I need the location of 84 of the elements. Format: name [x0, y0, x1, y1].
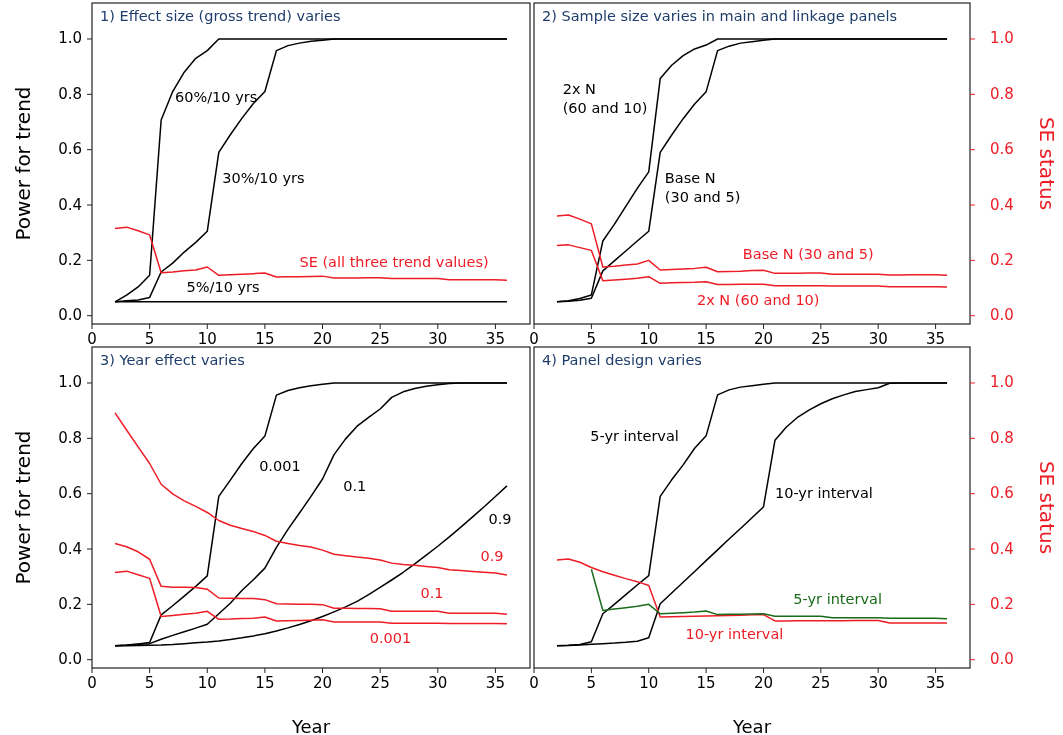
x-tick-label: 0 [529, 330, 539, 348]
series-label: 5%/10 yrs [186, 279, 260, 296]
y-tick-label: 0.4 [58, 195, 82, 214]
y-tick-label: 1.0 [58, 373, 82, 392]
y-axis-title: Power for trend [11, 430, 35, 585]
series-label: 5-yr interval [590, 427, 679, 444]
x-tick-label: 25 [811, 330, 831, 348]
series-label: 10-yr interval [774, 484, 873, 501]
series-label: 0.001 [369, 630, 412, 647]
y2-tick-label: 0.6 [990, 140, 1014, 159]
series-label: 60%/10 yrs [174, 89, 258, 106]
x-tick-label: 35 [485, 330, 505, 348]
x-tick-label: 25 [370, 674, 390, 692]
x-tick-label: 35 [485, 674, 505, 692]
x-tick-label: 0 [529, 674, 539, 692]
y2-axis-title: SE status [1035, 116, 1059, 211]
x-tick-label: 15 [696, 330, 716, 348]
x-tick-label: 35 [926, 674, 946, 692]
x-tick-label: 20 [312, 674, 333, 692]
series-label: 0.9 [488, 511, 512, 528]
y2-tick-label: 0.8 [990, 428, 1014, 447]
y-tick-label: 0.2 [58, 594, 82, 613]
x-tick-label: 35 [926, 330, 946, 348]
x-tick-label: 10 [197, 330, 217, 348]
y-tick-label: 0.4 [58, 539, 82, 558]
series-label: 0.001 [259, 458, 301, 475]
y-tick-label: 0.6 [58, 140, 82, 159]
y-tick-label: 0.8 [58, 84, 82, 103]
x-axis-title: Year [290, 716, 331, 735]
y-tick-label: 1.0 [58, 29, 82, 48]
y-axis-title: Power for trend [11, 86, 35, 241]
chart-title: 4) Panel design varies [542, 352, 702, 368]
x-tick-label: 5 [144, 674, 155, 692]
x-tick-label: 10 [639, 674, 659, 692]
x-tick-label: 10 [197, 674, 217, 692]
y2-tick-label: 0.2 [990, 250, 1014, 269]
y2-tick-label: 0.4 [990, 539, 1014, 558]
series-label: 0.1 [420, 585, 444, 602]
y2-tick-label: 0.2 [990, 594, 1014, 613]
x-tick-label: 20 [753, 330, 774, 348]
y2-tick-label: 1.0 [990, 29, 1014, 48]
series-label: Base N (30 and 5) [664, 170, 741, 205]
series-label: SE (all three trend values) [299, 254, 489, 271]
series-label: 10-yr interval [685, 626, 784, 643]
chart-title: 1) Effect size (gross trend) varies [100, 8, 341, 24]
x-tick-label: 5 [144, 330, 155, 348]
y2-tick-label: 0.0 [990, 650, 1014, 669]
y2-tick-label: 0.6 [990, 484, 1014, 503]
series-label: Base N (30 and 5) [742, 246, 874, 263]
x-tick-label: 5 [586, 674, 597, 692]
series-label: 30%/10 yrs [222, 169, 305, 186]
x-tick-label: 5 [586, 330, 597, 348]
y2-tick-label: 0.0 [990, 306, 1014, 325]
series-label: 5-yr interval [793, 591, 882, 608]
series-label: 0.9 [480, 548, 504, 565]
x-tick-label: 20 [753, 674, 774, 692]
x-tick-label: 15 [696, 674, 716, 692]
y-tick-label: 0.8 [58, 428, 82, 447]
x-tick-label: 20 [312, 330, 333, 348]
x-tick-label: 15 [255, 330, 275, 348]
x-tick-label: 30 [428, 330, 448, 348]
x-tick-label: 30 [868, 330, 888, 348]
x-tick-label: 0 [87, 330, 97, 348]
x-axis-title: Year [731, 716, 772, 735]
y-tick-label: 0.0 [58, 650, 82, 669]
y-tick-label: 0.6 [58, 484, 82, 503]
x-tick-label: 25 [370, 330, 390, 348]
series-label: 2x N (60 and 10) [562, 81, 648, 117]
series-label: 2x N (60 and 10) [696, 292, 820, 309]
y2-tick-label: 0.8 [990, 84, 1014, 103]
y-tick-label: 0.2 [58, 250, 82, 269]
x-tick-label: 15 [255, 674, 275, 692]
x-tick-label: 30 [428, 674, 448, 692]
x-tick-label: 10 [639, 330, 659, 348]
x-tick-label: 25 [811, 674, 831, 692]
x-tick-label: 30 [868, 674, 888, 692]
y2-axis-title: SE status [1035, 460, 1059, 555]
y2-tick-label: 1.0 [990, 373, 1014, 392]
y-tick-label: 0.0 [58, 306, 82, 325]
chart-title: 2) Sample size varies in main and linkage panels [542, 8, 898, 24]
y2-tick-label: 0.4 [990, 195, 1014, 214]
x-tick-label: 0 [87, 674, 97, 692]
chart-title: 3) Year effect varies [100, 352, 245, 368]
series-label: 0.1 [343, 477, 367, 494]
